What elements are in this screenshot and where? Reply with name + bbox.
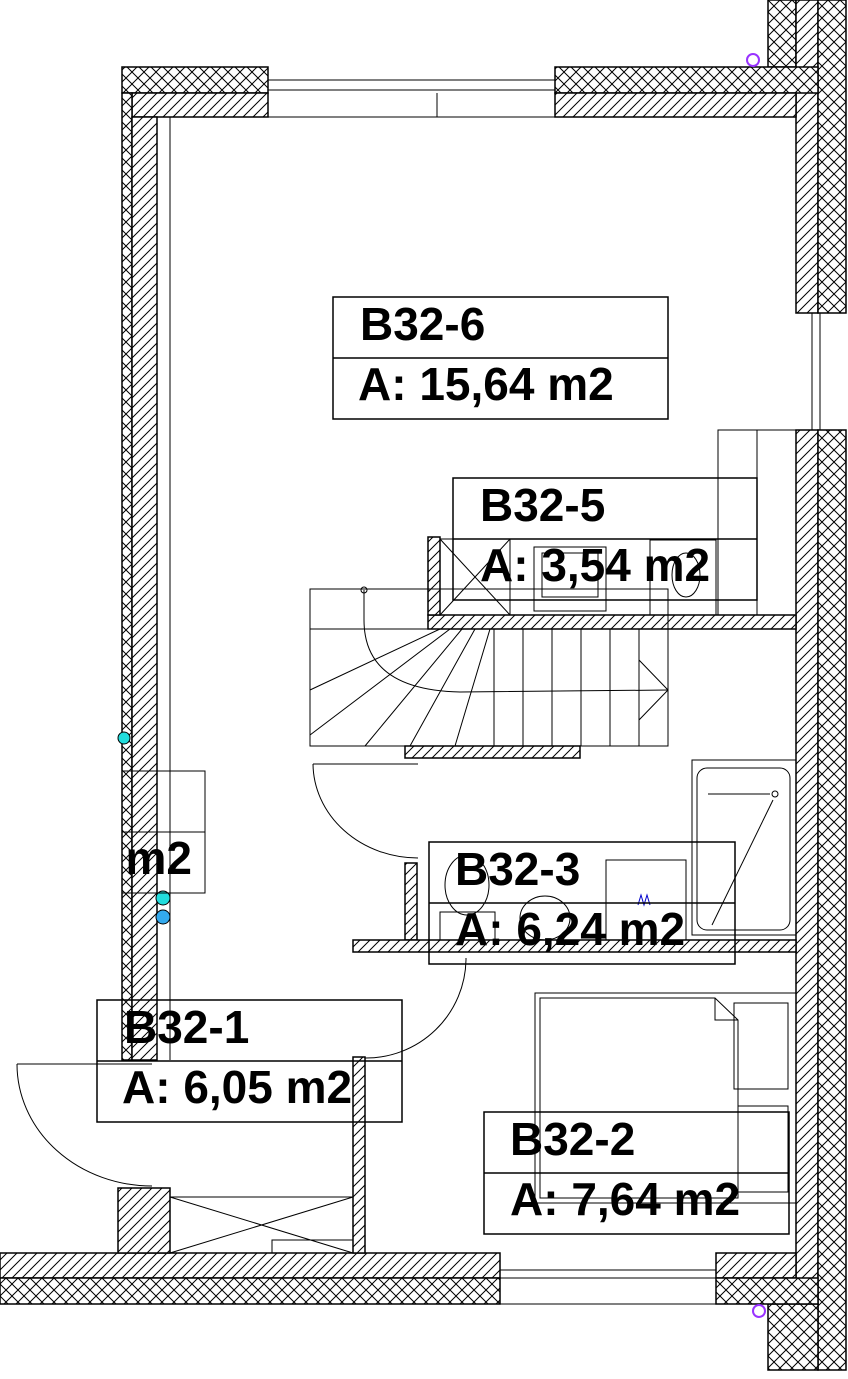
doors (16, 763, 467, 1254)
partial-label-text: m2 (126, 832, 192, 884)
room-area: A: 3,54 m2 (480, 539, 710, 591)
room-area: A: 6,05 m2 (122, 1061, 352, 1113)
room-id: B32-5 (480, 479, 605, 531)
room-area: A: 15,64 m2 (358, 358, 614, 410)
room-area: A: 6,24 m2 (455, 903, 685, 955)
partial-room-label: m2 (121, 770, 206, 894)
room-id: B32-6 (360, 298, 485, 350)
room-id: B32-3 (455, 843, 580, 895)
room-id: B32-1 (124, 1001, 249, 1053)
room-id: B32-2 (510, 1113, 635, 1165)
room-area: A: 7,64 m2 (510, 1173, 740, 1225)
stairs (309, 586, 669, 747)
room-labels: B32-6 A: 15,64 m2 B32-5 A: 3,54 m2 B32-3 A: 6… (96, 296, 790, 1235)
